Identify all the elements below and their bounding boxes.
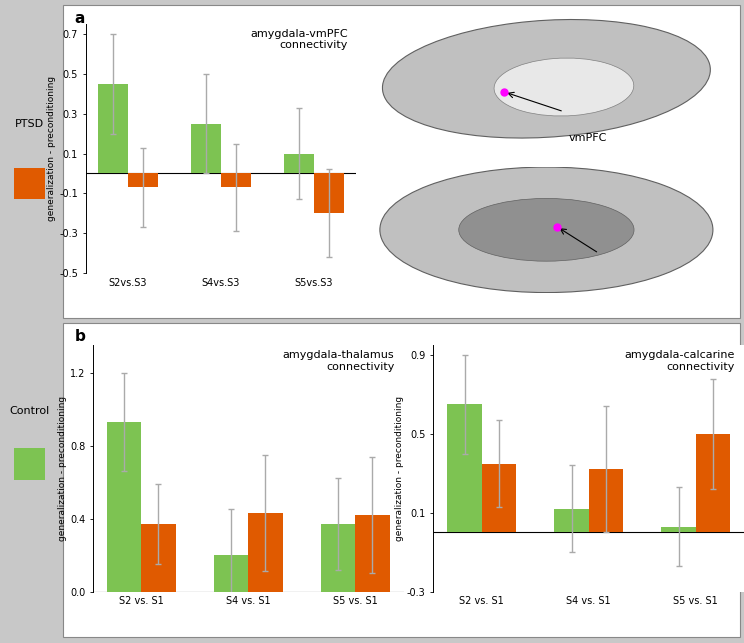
Text: Control: Control — [10, 406, 50, 415]
Bar — [661, 527, 696, 532]
Bar — [128, 174, 158, 188]
Y-axis label: generalization - preconditioning: generalization - preconditioning — [48, 76, 57, 221]
Y-axis label: generalization - preconditioning: generalization - preconditioning — [58, 396, 67, 541]
Bar — [107, 422, 141, 592]
Text: b: b — [74, 329, 86, 344]
Y-axis label: generalization - preconditioning: generalization - preconditioning — [395, 396, 404, 541]
Ellipse shape — [459, 199, 634, 261]
Ellipse shape — [380, 167, 713, 293]
Text: a: a — [74, 11, 85, 26]
Bar — [314, 174, 344, 213]
Bar — [481, 464, 516, 532]
Text: vmPFC: vmPFC — [568, 133, 607, 143]
Bar — [284, 154, 314, 174]
Bar — [221, 174, 251, 188]
Bar — [589, 469, 623, 532]
Bar — [248, 513, 283, 592]
Bar — [191, 123, 221, 174]
Ellipse shape — [382, 19, 711, 138]
Bar — [214, 555, 248, 592]
Bar — [141, 524, 176, 592]
Text: PTSD: PTSD — [15, 119, 45, 129]
Bar — [14, 448, 45, 480]
Text: amygdala-vmPFC
connectivity: amygdala-vmPFC connectivity — [251, 29, 348, 50]
Bar — [14, 168, 45, 199]
Text: amygdala-calcarine
connectivity: amygdala-calcarine connectivity — [624, 350, 734, 372]
Bar — [696, 434, 730, 532]
Bar — [447, 404, 481, 532]
Bar — [554, 509, 589, 532]
Bar — [98, 84, 128, 174]
Text: amygdala-thalamus
connectivity: amygdala-thalamus connectivity — [283, 350, 394, 372]
Ellipse shape — [494, 58, 634, 116]
Bar — [321, 524, 356, 592]
Bar — [356, 515, 390, 592]
